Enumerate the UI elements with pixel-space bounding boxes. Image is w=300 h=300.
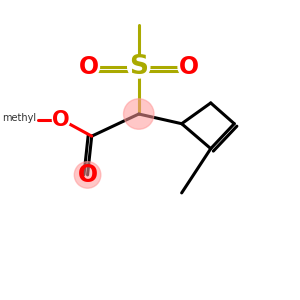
Text: O: O: [52, 110, 70, 130]
Circle shape: [124, 99, 154, 129]
Circle shape: [78, 56, 100, 77]
Text: methyl: methyl: [2, 113, 36, 123]
Circle shape: [74, 162, 101, 188]
Circle shape: [178, 56, 199, 77]
Text: O: O: [79, 55, 99, 79]
Text: S: S: [129, 54, 148, 80]
Circle shape: [52, 111, 70, 128]
Text: O: O: [77, 163, 98, 187]
Text: O: O: [178, 55, 199, 79]
Circle shape: [128, 56, 150, 78]
